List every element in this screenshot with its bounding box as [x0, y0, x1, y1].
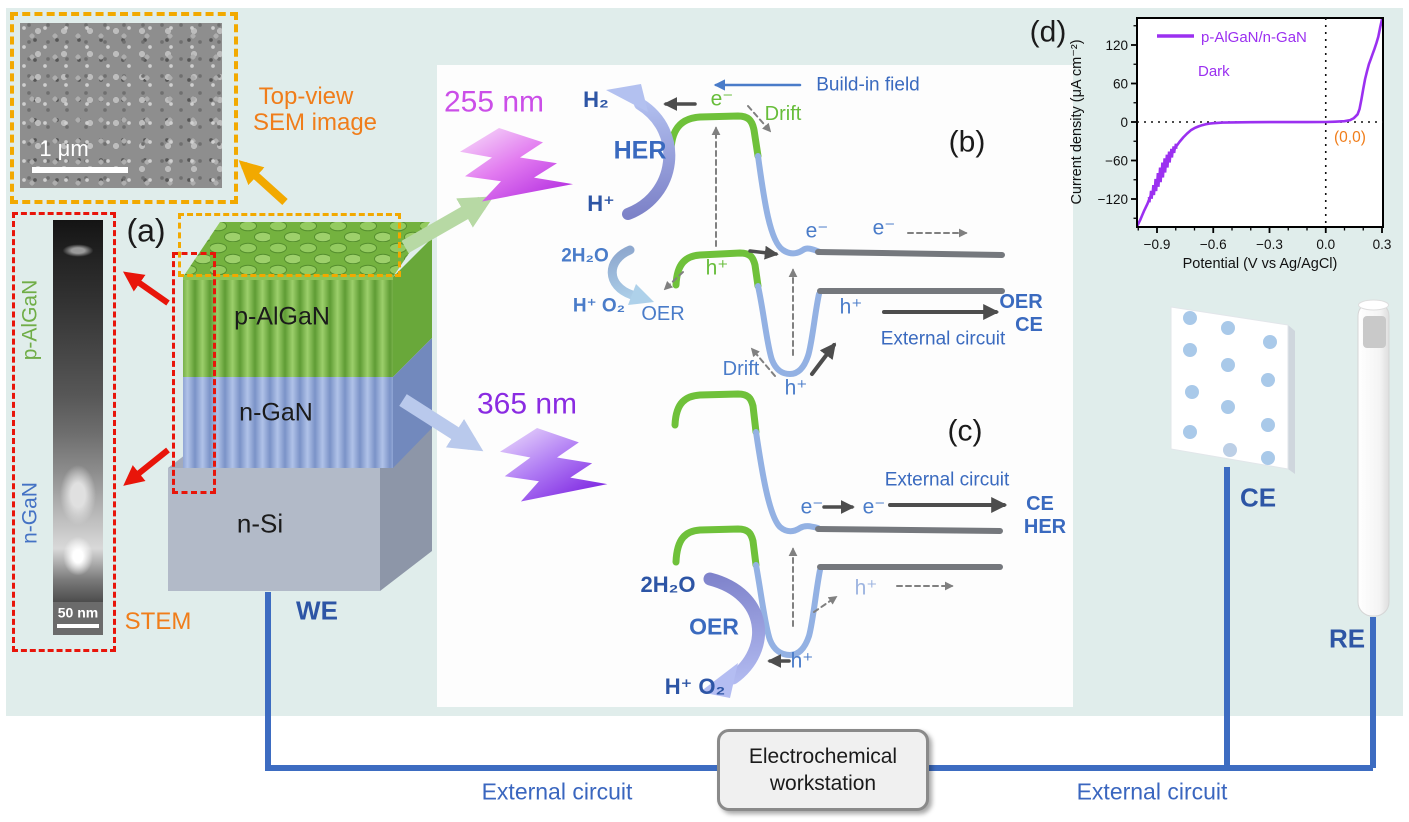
workstation-label-line2: workstation — [769, 772, 877, 795]
water-label-c: 2H₂O — [640, 571, 696, 597]
nanowire-top-dashed-box — [178, 213, 401, 277]
build-in-field-label: Build-in field — [816, 74, 920, 96]
electron-b1-label: e⁻ — [805, 219, 829, 243]
panel-b-label: (b) — [948, 125, 986, 159]
external-circuit-b-label: External circuit — [880, 328, 1006, 350]
electrochemical-workstation-box: Electrochemical workstation — [717, 729, 929, 811]
wavelength-255nm-label: 255 nm — [443, 85, 545, 119]
oer-c-label: OER — [689, 613, 739, 640]
stem-dashed-box — [12, 212, 116, 652]
panel-c-label: (c) — [947, 414, 983, 448]
h-o2-label-b: H⁺ O₂ — [572, 295, 626, 317]
top-view-label-line1: Top-view — [258, 82, 354, 110]
sem-image — [20, 23, 222, 188]
external-circuit-c-label: External circuit — [884, 469, 1010, 491]
hole-green-label: h⁺ — [705, 256, 729, 280]
electron-c2-label: e⁻ — [862, 495, 886, 519]
ce-right-label: CE — [1015, 314, 1043, 336]
electron-green-label: e⁻ — [710, 87, 734, 111]
h-o2-label-c: H⁺ O₂ — [664, 673, 726, 699]
drift-green-label: Drift — [764, 103, 802, 125]
stem-scale-label: 50 nm — [57, 604, 99, 621]
oer-small-label: OER — [641, 303, 685, 325]
stem-image — [53, 220, 103, 602]
electron-b2-label: e⁻ — [872, 216, 896, 240]
h2-label: H₂ — [583, 86, 609, 112]
n-si-label: n-Si — [236, 508, 284, 539]
stem-footer — [53, 602, 103, 635]
wavelength-365nm-label: 365 nm — [476, 387, 578, 421]
her-c-label: HER — [1023, 516, 1067, 538]
ce-c-label: CE — [1026, 493, 1054, 515]
panel-a-label: (a) — [126, 212, 166, 249]
sem-dashed-box — [10, 12, 238, 204]
nanowire-column-dashed-box — [172, 252, 216, 494]
we-label: WE — [296, 595, 338, 626]
stem-scale-bar — [57, 624, 99, 628]
her-label-b: HER — [613, 136, 667, 165]
hole-valley-c-label: h⁺ — [790, 649, 814, 673]
drift-blue-label: Drift — [722, 358, 760, 380]
hole-mid-b-label: h⁺ — [839, 295, 863, 319]
h-plus-reactant-label: H⁺ — [587, 190, 615, 216]
water-label-b: 2H₂O — [561, 245, 609, 267]
n-gan-label: n-GaN — [239, 398, 313, 427]
stem-p-algan-label: p-AlGaN — [18, 279, 42, 361]
ce-electrode-label: CE — [1239, 482, 1277, 513]
hole-gray-c-label: h⁺ — [854, 576, 878, 600]
external-circuit-left-label: External circuit — [481, 778, 633, 805]
oer-right-label: OER — [999, 291, 1043, 313]
stem-n-gan-label: n-GaN — [18, 482, 42, 544]
p-algan-label: p-AlGaN — [234, 302, 330, 331]
electron-c1-label: e⁻ — [800, 495, 824, 519]
workstation-label-line1: Electrochemical — [748, 744, 898, 768]
sem-scale-bar — [32, 167, 128, 173]
top-view-label-line2: SEM image — [252, 108, 378, 136]
hole-valley-b-label: h⁺ — [784, 376, 808, 400]
sem-scale-label: 1 μm — [39, 135, 89, 161]
external-circuit-right-label: External circuit — [1076, 778, 1228, 805]
band-diagram-panel — [437, 65, 1073, 707]
re-electrode-label: RE — [1328, 623, 1366, 654]
stem-label: STEM — [124, 607, 192, 635]
panel-d-label: (d) — [1029, 15, 1067, 49]
